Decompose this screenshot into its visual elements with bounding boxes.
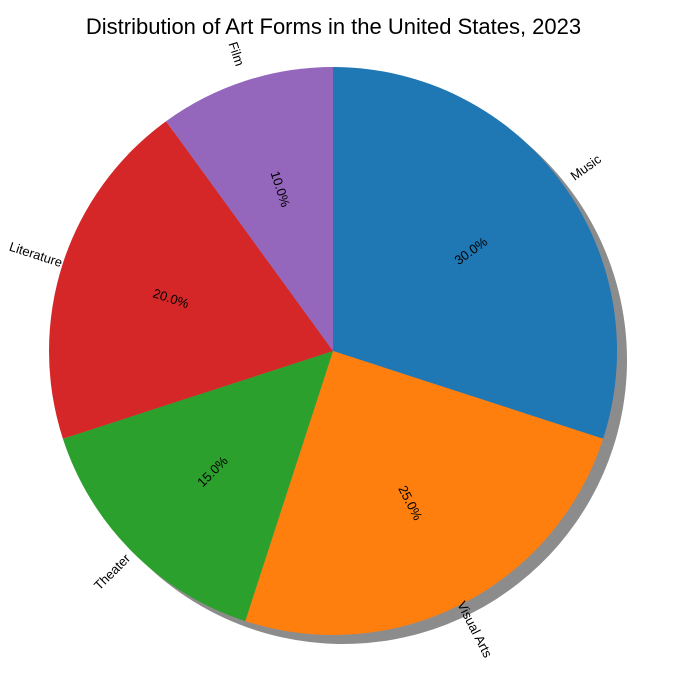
category-label-theater: Theater: [91, 550, 134, 593]
category-label-literature: Literature: [7, 239, 64, 270]
wedge-film: [166, 67, 333, 351]
wedge-music: [333, 67, 617, 439]
wedge-visual-arts: [245, 351, 604, 635]
category-label-music: Music: [568, 151, 605, 183]
wedge-literature: [48, 121, 333, 439]
chart-title: Distribution of Art Forms in the United …: [85, 14, 582, 39]
category-label-film: Film: [226, 40, 248, 68]
wedge-theater: [62, 351, 333, 622]
pie-wedges: [48, 67, 617, 635]
